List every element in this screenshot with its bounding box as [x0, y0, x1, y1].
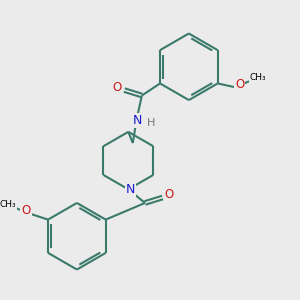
Text: N: N	[133, 114, 142, 127]
Text: O: O	[112, 81, 122, 94]
Text: O: O	[165, 188, 174, 201]
Text: CH₃: CH₃	[0, 200, 16, 209]
Text: CH₃: CH₃	[249, 73, 266, 82]
Text: H: H	[147, 118, 155, 128]
Text: O: O	[235, 77, 244, 91]
Text: O: O	[21, 204, 31, 217]
Text: N: N	[126, 183, 135, 196]
